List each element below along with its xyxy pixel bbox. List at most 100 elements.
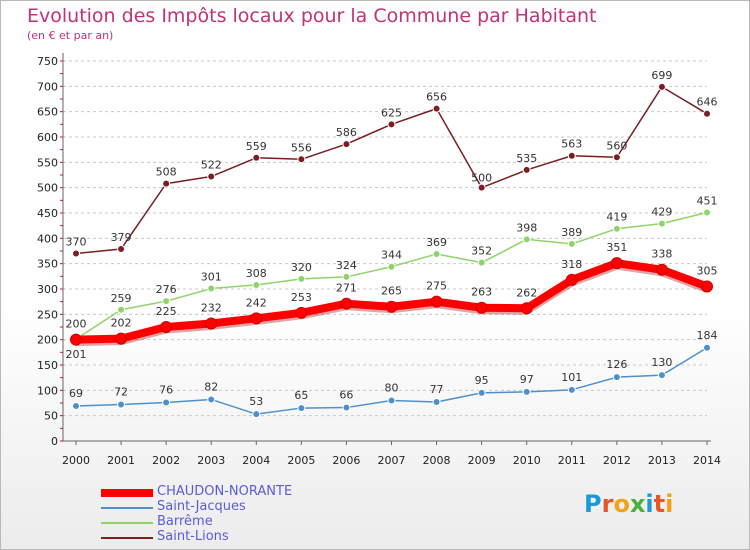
- data-point: [207, 284, 216, 293]
- data-point: [520, 302, 533, 315]
- x-tick-label: 2004: [242, 454, 270, 467]
- y-tick-label: 350: [37, 258, 58, 271]
- data-point: [567, 385, 576, 394]
- data-point: [657, 82, 666, 91]
- data-point: [703, 109, 711, 118]
- data-label: 80: [385, 381, 399, 394]
- data-point: [117, 305, 126, 314]
- legend-item: CHAUDON-NORANTE: [101, 484, 401, 500]
- x-tick-label: 2007: [378, 454, 406, 467]
- data-point: [342, 403, 351, 412]
- data-label: 351: [606, 241, 627, 254]
- data-point: [567, 239, 576, 248]
- data-point: [432, 250, 441, 259]
- legend-item: Saint-Lions: [101, 529, 401, 545]
- data-point: [297, 404, 306, 413]
- data-label: 535: [516, 152, 537, 165]
- data-label: 66: [339, 389, 353, 402]
- data-point: [162, 179, 171, 188]
- y-tick-label: 750: [37, 55, 58, 68]
- data-label: 276: [156, 283, 177, 296]
- y-tick-label: 0: [51, 435, 58, 448]
- data-point: [612, 373, 621, 382]
- data-label: 76: [159, 383, 173, 396]
- data-point: [387, 120, 396, 129]
- data-point: [477, 258, 486, 267]
- legend: CHAUDON-NORANTE Saint-Jacques Barrême Saint…: [101, 484, 401, 545]
- logo-letter: i: [665, 490, 674, 518]
- legend-label: CHAUDON-NORANTE: [157, 484, 293, 499]
- data-label: 646: [697, 96, 718, 109]
- data-label: 324: [336, 259, 357, 272]
- data-point: [610, 257, 623, 270]
- data-point: [340, 297, 353, 310]
- data-point: [162, 297, 171, 306]
- x-tick-label: 2012: [603, 454, 631, 467]
- data-label: 201: [66, 348, 87, 361]
- data-point: [701, 280, 713, 293]
- legend-item: Barrême: [101, 514, 401, 530]
- data-label: 130: [651, 356, 672, 369]
- data-label: 699: [651, 69, 672, 82]
- data-point: [477, 388, 486, 397]
- data-label: 559: [246, 140, 267, 153]
- y-tick-label: 550: [37, 156, 58, 169]
- data-label: 305: [697, 264, 718, 277]
- legend-label: Saint-Lions: [157, 529, 229, 544]
- data-point: [72, 402, 80, 411]
- data-label: 97: [520, 373, 534, 386]
- y-tick-label: 450: [37, 207, 58, 220]
- legend-item: Saint-Jacques: [101, 499, 401, 515]
- x-tick-label: 2014: [693, 454, 721, 467]
- data-point: [522, 235, 531, 244]
- data-point: [657, 219, 666, 228]
- data-label: 200: [66, 318, 87, 331]
- data-label: 320: [291, 261, 312, 274]
- data-point: [297, 274, 306, 283]
- data-point: [475, 301, 488, 314]
- data-point: [432, 104, 441, 113]
- data-point: [703, 343, 711, 352]
- data-point: [160, 321, 173, 333]
- data-point: [117, 244, 126, 253]
- legend-swatch: [101, 489, 153, 497]
- data-label: 101: [561, 371, 582, 384]
- data-label: 556: [291, 141, 312, 154]
- data-point: [115, 332, 128, 345]
- data-point: [252, 153, 261, 162]
- data-point: [252, 280, 261, 289]
- data-point: [297, 155, 306, 164]
- data-label: 563: [561, 138, 582, 151]
- data-label: 338: [651, 248, 672, 261]
- chart-title: Evolution des Impôts locaux pour la Comm…: [27, 5, 597, 27]
- data-point: [612, 153, 621, 162]
- data-label: 625: [381, 106, 402, 119]
- data-label: 379: [111, 231, 132, 244]
- x-tick-label: 2008: [423, 454, 451, 467]
- logo-letter: o: [613, 490, 630, 518]
- data-point: [250, 312, 263, 325]
- data-point: [522, 165, 531, 174]
- legend-swatch: [101, 522, 153, 524]
- data-label: 184: [697, 329, 718, 342]
- logo-letter: x: [629, 490, 646, 518]
- data-point: [207, 395, 216, 404]
- data-point: [342, 272, 351, 281]
- data-label: 126: [606, 358, 627, 371]
- y-tick-label: 500: [37, 182, 58, 195]
- x-tick-label: 2006: [332, 454, 360, 467]
- data-label: 202: [111, 317, 132, 330]
- y-tick-label: 50: [44, 410, 58, 423]
- data-label: 65: [294, 389, 308, 402]
- data-label: 259: [111, 292, 132, 305]
- data-point: [657, 371, 666, 380]
- data-point: [432, 397, 441, 406]
- data-point: [72, 249, 80, 258]
- data-label: 308: [246, 267, 267, 280]
- data-point: [207, 172, 216, 181]
- data-label: 82: [204, 380, 218, 393]
- x-tick-label: 2000: [62, 454, 90, 467]
- data-label: 451: [697, 194, 718, 207]
